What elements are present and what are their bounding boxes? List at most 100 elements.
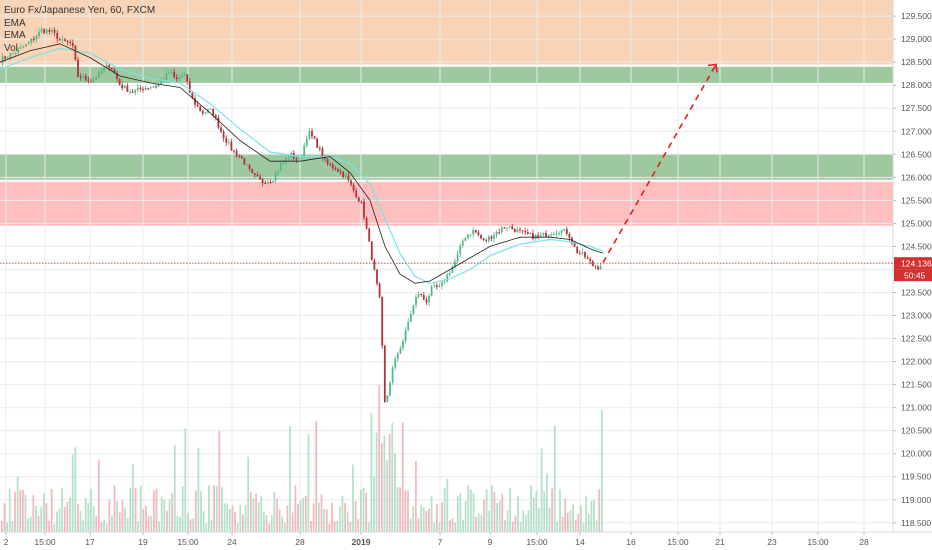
volume-bar [69,497,71,532]
candle-body [113,69,116,74]
candle-body [508,226,511,228]
candle-body [386,395,389,402]
candle-body [321,148,324,158]
volume-bar [247,456,250,532]
volume-bar [50,488,53,532]
candle-body [425,299,428,303]
volume-bar [598,489,601,532]
volume-bar [270,515,273,532]
candle-body [56,32,59,40]
candle-body [144,87,147,91]
volume-bar [582,523,585,532]
candle-body [456,254,459,262]
candle-body [378,283,381,297]
candle-body [220,127,222,132]
volume-bar [37,516,40,532]
volume-bar [370,412,373,532]
x-tick-label: 15:00 [34,537,56,547]
candle-body [266,181,269,184]
volume-bar [234,512,236,532]
volume-bar [480,514,483,532]
volume-bar [409,518,412,532]
candle-body [305,138,308,146]
candle-body [563,229,566,231]
volume-bar [367,521,370,532]
volume-bar [63,507,66,532]
volume-bar [155,488,158,532]
indicator-volume[interactable]: Vol [4,42,18,54]
candle-body [360,201,363,203]
volume-bar [407,490,409,532]
volume-bar [352,464,354,532]
volume-bar [1,520,3,532]
candle-body [506,227,508,229]
volume-bar [103,520,105,532]
volume-bar [420,504,422,532]
volume-bar [404,490,407,532]
volume-bar [525,515,527,532]
candle-body [555,233,558,235]
x-axis-bg [0,532,932,550]
candle-body [269,181,272,183]
volume-bar [257,502,260,532]
candle-body [516,229,519,233]
candle-body [168,72,170,74]
candle-body [459,245,462,255]
volume-bar [218,430,221,532]
volume-bar [540,448,543,532]
candle-body [441,282,443,286]
volume-bar [574,520,577,532]
candle-body [243,158,246,165]
y-tick-label: 119.000 [901,495,931,505]
volume-bar [19,490,22,532]
volume-bar [459,493,462,532]
volume-bar [242,514,244,532]
volume-bar [318,502,320,532]
candle-body [529,233,532,235]
indicator-ema-2[interactable]: EMA [4,30,26,41]
candle-body [92,79,95,82]
ema-slow-line [0,47,604,284]
candle-body [74,45,77,60]
volume-bar [276,498,278,532]
candle-body [147,87,150,89]
volume-bar [543,491,546,532]
volume-bar [166,510,168,532]
indicator-ema-1[interactable]: EMA [4,17,26,29]
volume-bar [61,487,64,532]
candle-body [188,81,191,93]
candle-body [485,239,488,241]
candle-body [51,29,53,32]
volume-bar [396,487,399,532]
candle-body [186,74,189,82]
volume-bar [6,522,9,532]
volume-bar [42,493,45,532]
candle-body [295,158,298,160]
candle-body [287,157,290,159]
candle-body [487,236,490,241]
candle-body [591,261,594,266]
volume-bar [124,508,126,532]
volume-bar [118,512,121,532]
candle-body [175,77,178,80]
volume-bar [522,510,525,532]
volume-bar [511,521,514,532]
candle-body [22,46,25,48]
volume-bar [438,522,441,532]
volume-bar [496,503,498,532]
volume-bar [299,500,302,532]
symbol-title[interactable]: Euro Fx/Japanese Yen, 60, FXCM [4,5,156,16]
volume-bar [202,510,205,532]
volume-bar [414,461,417,532]
candle-body [300,157,303,159]
volume-bar [388,433,391,532]
volume-bar [129,487,132,532]
candle-body [157,84,160,87]
candle-body [381,296,384,346]
candle-body [438,285,441,288]
candle-body [500,227,503,233]
volume-bar [92,505,95,532]
volume-bar [338,506,341,532]
volume-bar [391,422,394,532]
